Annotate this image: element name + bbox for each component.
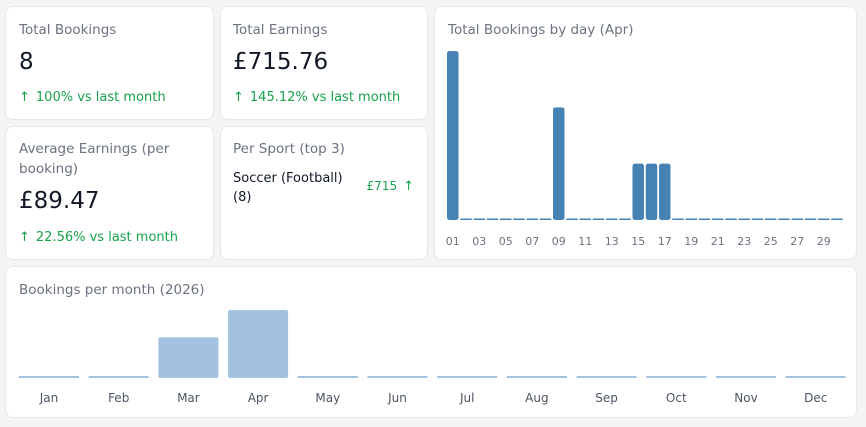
day-bar-29[interactable] bbox=[818, 218, 830, 221]
card-delta: ↑ 145.12% vs last month bbox=[233, 90, 400, 105]
total-earnings-card: Total Earnings £715.76 ↑ 145.12% vs last… bbox=[220, 6, 428, 120]
day-bar-21[interactable] bbox=[712, 218, 724, 221]
x-tick-label: 27 bbox=[790, 235, 804, 248]
card-label: Total Bookings bbox=[19, 22, 117, 38]
arrow-up-icon: ↑ bbox=[233, 90, 244, 105]
sport-name: Soccer (Football) (8) bbox=[233, 171, 343, 205]
day-bar-03[interactable] bbox=[473, 218, 486, 221]
sport-earnings-value: £715 bbox=[366, 179, 398, 193]
delta-text: 22.56% vs last month bbox=[35, 230, 178, 245]
card-value: £89.47 bbox=[19, 188, 100, 214]
month-bar-oct[interactable] bbox=[646, 376, 707, 378]
day-bar-24[interactable] bbox=[751, 218, 764, 221]
bookings-per-month-chart: Jan Feb Mar Apr May Jun Jul Aug Sep Oct Nov Dec bbox=[19, 310, 846, 405]
x-tick-label: Oct bbox=[666, 391, 687, 405]
day-bar-01[interactable] bbox=[447, 51, 459, 220]
day-bar-23[interactable] bbox=[738, 218, 751, 221]
card-value: 8 bbox=[19, 49, 34, 75]
average-earnings-card: Average Earnings (per booking) £89.47 ↑ … bbox=[5, 126, 214, 260]
x-tick-label: Mar bbox=[177, 391, 200, 405]
delta-text: 145.12% vs last month bbox=[249, 90, 401, 105]
month-bar-apr[interactable] bbox=[228, 310, 289, 378]
x-tick-label: Apr bbox=[248, 391, 269, 405]
x-tick-label: 29 bbox=[817, 235, 831, 248]
x-tick-label: Feb bbox=[108, 391, 129, 405]
x-tick-label: 19 bbox=[684, 235, 698, 248]
x-tick-label: 07 bbox=[525, 235, 539, 248]
day-bar-08[interactable] bbox=[539, 218, 552, 221]
x-tick-label: 11 bbox=[578, 235, 592, 248]
x-tick-label: Sep bbox=[595, 391, 618, 405]
x-tick-label: 25 bbox=[764, 235, 778, 248]
x-tick-label: 01 bbox=[446, 235, 460, 248]
chart-title: Bookings per month (2026) bbox=[19, 282, 205, 298]
bookings-by-day-card: Total Bookings by day (Apr) 01 03 05 07 09 11… bbox=[434, 6, 857, 260]
bookings-by-day-chart: 01 03 05 07 09 11 13 15 17 19 21 23 25 27 29 bbox=[446, 51, 843, 248]
month-bar-aug[interactable] bbox=[506, 376, 567, 378]
x-tick-label: 23 bbox=[737, 235, 751, 248]
card-label: Per Sport (top 3) bbox=[233, 141, 345, 157]
day-bar-14[interactable] bbox=[619, 218, 631, 221]
day-bar-26[interactable] bbox=[778, 218, 790, 221]
delta-text: 100% vs last month bbox=[35, 90, 166, 105]
x-tick-label: 03 bbox=[472, 235, 486, 248]
sport-earnings: £715 ↑ bbox=[367, 179, 414, 193]
day-bar-19[interactable] bbox=[685, 218, 698, 221]
day-bar-16[interactable] bbox=[645, 163, 658, 220]
day-bar-18[interactable] bbox=[672, 218, 684, 221]
day-bar-30[interactable] bbox=[831, 218, 843, 221]
month-bar-may[interactable] bbox=[297, 376, 358, 378]
day-bar-17[interactable] bbox=[659, 163, 671, 220]
bookings-per-month-card: Bookings per month (2026) Jan Feb Mar Apr Ma… bbox=[5, 266, 857, 418]
card-value: £715.76 bbox=[233, 49, 329, 75]
total-bookings-card: Total Bookings 8 ↑ 100% vs last month bbox=[5, 6, 214, 120]
x-tick-label: 15 bbox=[631, 235, 645, 248]
x-tick-label: Jun bbox=[387, 391, 407, 405]
x-tick-label: May bbox=[315, 391, 340, 405]
day-bar-22[interactable] bbox=[725, 218, 737, 221]
x-tick-label: Jan bbox=[39, 391, 59, 405]
day-bar-25[interactable] bbox=[765, 218, 777, 221]
arrow-up-icon: ↑ bbox=[403, 178, 414, 194]
day-bar-20[interactable] bbox=[698, 218, 711, 221]
day-bar-28[interactable] bbox=[804, 218, 817, 221]
x-tick-label: Jul bbox=[459, 391, 474, 405]
day-bar-10[interactable] bbox=[566, 218, 578, 221]
chart-title: Total Bookings by day (Apr) bbox=[448, 22, 634, 38]
day-bar-11[interactable] bbox=[579, 218, 592, 221]
per-sport-card: Per Sport (top 3) Soccer (Football) (8) … bbox=[220, 126, 428, 260]
day-bar-04[interactable] bbox=[486, 218, 499, 221]
day-bar-13[interactable] bbox=[606, 218, 618, 221]
x-tick-label: 21 bbox=[711, 235, 725, 248]
day-bar-15[interactable] bbox=[632, 163, 645, 220]
card-label: Average Earnings (per booking) bbox=[19, 141, 170, 177]
month-bar-sep[interactable] bbox=[576, 376, 637, 378]
month-bar-mar[interactable] bbox=[158, 337, 219, 378]
day-bar-12[interactable] bbox=[592, 218, 605, 221]
day-bar-27[interactable] bbox=[791, 218, 804, 221]
month-bar-jun[interactable] bbox=[367, 376, 428, 378]
x-tick-label: 13 bbox=[605, 235, 619, 248]
x-tick-label: Aug bbox=[525, 391, 548, 405]
x-tick-label: 05 bbox=[499, 235, 513, 248]
x-tick-label: 09 bbox=[552, 235, 566, 248]
arrow-up-icon: ↑ bbox=[19, 230, 30, 245]
month-bar-feb[interactable] bbox=[88, 376, 149, 378]
day-bar-07[interactable] bbox=[526, 218, 539, 221]
card-delta: ↑ 22.56% vs last month bbox=[19, 230, 178, 245]
month-bar-jul[interactable] bbox=[437, 376, 498, 378]
month-bar-jan[interactable] bbox=[19, 376, 79, 378]
arrow-up-icon: ↑ bbox=[19, 90, 30, 105]
month-bar-dec[interactable] bbox=[785, 376, 846, 378]
card-delta: ↑ 100% vs last month bbox=[19, 90, 166, 105]
day-bar-09[interactable] bbox=[553, 107, 565, 220]
day-bar-06[interactable] bbox=[513, 218, 525, 221]
x-tick-label: 17 bbox=[658, 235, 672, 248]
x-tick-label: Nov bbox=[734, 391, 757, 405]
card-label: Total Earnings bbox=[233, 22, 328, 38]
month-bar-nov[interactable] bbox=[716, 376, 776, 378]
day-bar-02[interactable] bbox=[460, 218, 472, 221]
day-bar-05[interactable] bbox=[500, 218, 512, 221]
x-tick-label: Dec bbox=[804, 391, 827, 405]
